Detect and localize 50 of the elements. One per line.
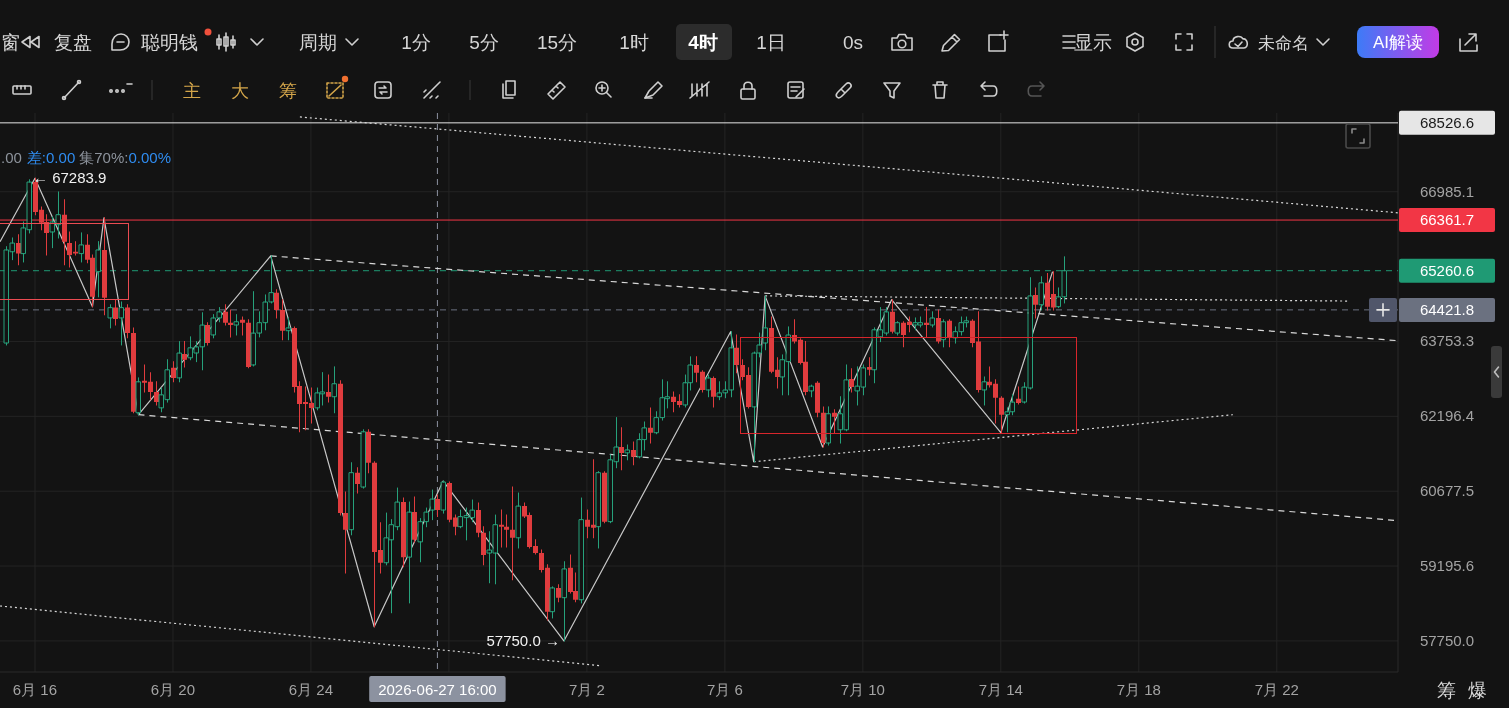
- annotation: ← 67283.9: [32, 169, 107, 187]
- text: 主: [183, 81, 201, 101]
- x-tick-label: 6月 16: [12, 681, 58, 698]
- x-tick-label: 7月 6: [706, 681, 743, 698]
- text: AI解读: [1372, 33, 1424, 52]
- x-tick-label: 6月 20: [150, 681, 196, 698]
- y-tick-label: 66985.1: [1419, 182, 1475, 200]
- text: 1时: [619, 32, 649, 53]
- text: 聪明钱: [140, 32, 198, 53]
- text: 大: [231, 81, 249, 101]
- text: 筹: [279, 81, 297, 101]
- x-tick-label: 6月 24: [288, 681, 334, 698]
- y-tick-label: 62196.4: [1419, 407, 1475, 425]
- x-tick-label: 7月 10: [840, 681, 885, 698]
- text: 窗: [0, 32, 20, 53]
- ref-line-label: 64421.8: [1419, 300, 1475, 318]
- text: 0.00%: [128, 149, 171, 166]
- ref-label: 64421.8: [1399, 297, 1495, 322]
- text: 4时: [688, 32, 718, 53]
- x-tick-label: 7月 22: [1254, 681, 1299, 698]
- ref-label: 66361.7: [1399, 208, 1495, 233]
- text: .00: [1, 149, 22, 166]
- y-tick-label: 59195.6: [1419, 557, 1475, 575]
- text: 未命名: [1257, 34, 1309, 53]
- text: 1日: [756, 32, 786, 53]
- text: 1分: [401, 32, 431, 53]
- text: 集70%:: [79, 149, 129, 166]
- ref-line-label: 66361.7: [1419, 211, 1475, 229]
- text: 周期: [299, 32, 337, 53]
- text: 筹: [1436, 680, 1456, 701]
- ref-line-label: 2026-06-27 16:00: [378, 681, 497, 698]
- ref-label: 68526.6: [1399, 110, 1495, 135]
- text: 15分: [536, 32, 578, 53]
- ref-line-label: 65260.6: [1419, 261, 1475, 279]
- y-tick-label: 60677.5: [1419, 482, 1475, 500]
- ref-line-label: 68526.6: [1419, 113, 1475, 131]
- annotation: 57750.0 →: [486, 631, 560, 649]
- ref-label: 2026-06-27 16:00: [369, 676, 506, 702]
- x-tick-label: 7月 18: [1116, 681, 1161, 698]
- ref-label: 65260.6: [1399, 258, 1495, 283]
- x-tick-label: 7月 2: [568, 681, 605, 698]
- text: 5分: [469, 32, 499, 53]
- text: 0s: [842, 32, 864, 53]
- y-tick-label: 63753.3: [1419, 332, 1475, 350]
- text: 复盘: [54, 32, 92, 53]
- text: 显示: [1074, 32, 1112, 53]
- text: 爆: [1467, 680, 1487, 701]
- x-tick-label: 7月 14: [978, 681, 1023, 698]
- text: 差:0.00: [26, 149, 76, 166]
- y-tick-label: 57750.0: [1419, 631, 1475, 649]
